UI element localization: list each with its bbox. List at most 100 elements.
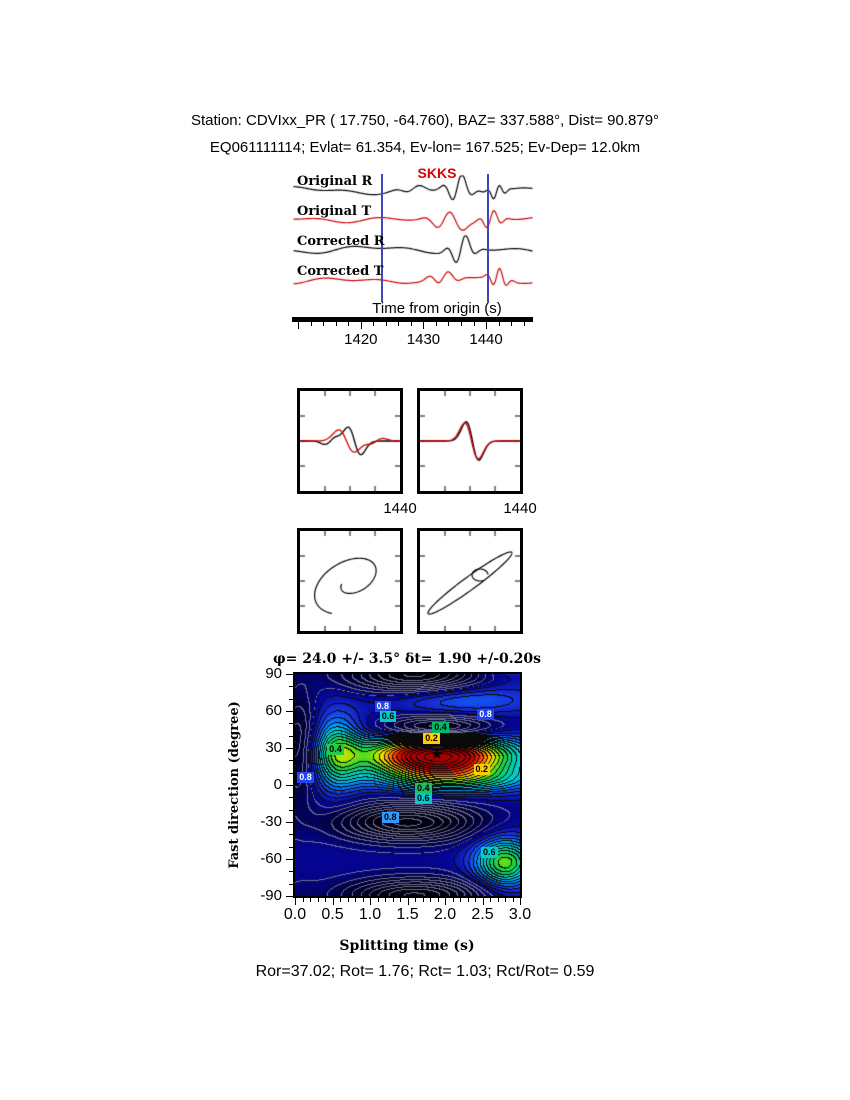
fast-direction-minor-tick (289, 772, 293, 774)
trace-label-corrected-t: Corrected T (297, 264, 384, 279)
splitting-time-major-tick (445, 898, 446, 905)
splitting-time-minor-tick (347, 898, 349, 902)
contour-label: 0.6 (415, 792, 432, 804)
splitting-time-minor-tick (400, 898, 401, 902)
splitting-time-minor-tick (385, 898, 386, 902)
station-header: Station: CDVIxx_PR ( 17.750, -64.760), B… (190, 112, 660, 129)
trace-label-original-r: Original R (297, 174, 373, 189)
splitting-time-tick-label: 2.5 (471, 906, 494, 923)
contour-label: 0.8 (477, 708, 494, 720)
fast-direction-minor-tick (289, 723, 293, 725)
time-axis-minor-tick (348, 322, 350, 326)
fast-slow-waveform-box-left (297, 388, 403, 494)
result-line: Ror=37.02; Rot= 1.76; Rct= 1.03; Rct/Rot… (255, 963, 595, 980)
time-axis-bar (292, 317, 533, 322)
particle-motion-box-right (417, 528, 523, 634)
time-axis-minor-tick (310, 322, 312, 326)
trace-label-corrected-r: Corrected R (297, 234, 385, 249)
contour-frame (293, 672, 522, 898)
time-axis-minor-tick (511, 322, 513, 326)
fast-direction-minor-tick (289, 686, 293, 688)
contour-label: 0.4 (432, 722, 449, 734)
splitting-time-minor-tick (325, 898, 326, 902)
particle-motion-box-left (297, 528, 403, 634)
splitting-time-major-tick (370, 898, 371, 905)
splitting-time-major-tick (295, 898, 296, 905)
fast-direction-major-tick (286, 822, 293, 823)
splitting-time-minor-tick (422, 898, 424, 902)
contour-label: 0.8 (382, 812, 399, 824)
fast-direction-major-tick (286, 896, 293, 897)
fast-direction-tick-label: 90 (265, 665, 282, 682)
phase-window-line (487, 174, 490, 302)
fast-slow-waveform-box-right (417, 388, 523, 494)
time-axis-minor-tick (335, 322, 337, 326)
time-axis-title: Time from origin (s) (372, 300, 502, 317)
splitting-time-tick-label: 3.0 (508, 906, 532, 923)
fast-direction-minor-tick (289, 797, 293, 799)
splitting-time-major-tick (332, 898, 334, 905)
fast-direction-major-tick (286, 859, 293, 860)
time-axis-major-tick (360, 322, 362, 329)
fast-direction-major-tick (286, 785, 293, 786)
time-axis-minor-tick (323, 322, 325, 326)
time-axis-minor-tick (385, 322, 387, 326)
contour-label: 0.4 (327, 744, 344, 756)
fast-direction-major-tick (286, 748, 293, 749)
splitting-time-minor-tick (392, 898, 394, 902)
splitting-time-major-tick (407, 898, 409, 905)
contour-label: 0.4 (415, 782, 432, 794)
splitting-time-minor-tick (340, 898, 341, 902)
splitting-time-major-tick (482, 898, 484, 905)
splitting-time-minor-tick (415, 898, 416, 902)
splitting-time-minor-tick (475, 898, 476, 902)
splitting-time-minor-tick (310, 898, 311, 902)
splitting-time-minor-tick (497, 898, 499, 902)
trace-label-original-t: Original T (297, 204, 372, 219)
time-axis-minor-tick (398, 322, 400, 326)
time-axis-minor-tick (523, 322, 525, 326)
splitting-time-tick-label: 1.5 (396, 906, 419, 923)
fast-direction-tick-label: -90 (260, 887, 282, 904)
splitting-time-minor-tick (490, 898, 491, 902)
splitting-time-minor-tick (452, 898, 454, 902)
splitting-time-minor-tick (355, 898, 356, 902)
fast-direction-major-tick (286, 674, 293, 675)
splitting-time-minor-tick (302, 898, 304, 902)
splitting-time-minor-tick (505, 898, 506, 902)
contour-title: φ= 24.0 +/- 3.5° δt= 1.90 +/-0.20s (272, 651, 542, 667)
time-axis-minor-tick (373, 322, 375, 326)
contour-canvas (295, 674, 520, 896)
splitting-time-tick-label: 1.0 (358, 906, 382, 923)
contour-label: 0.8 (297, 771, 314, 783)
fast-direction-minor-tick (289, 809, 293, 811)
contour-label: 0.2 (473, 764, 491, 776)
time-axis-minor-tick (473, 322, 475, 326)
contour-label: 0.2 (423, 733, 440, 745)
time-axis-major-tick (298, 322, 300, 329)
time-axis-minor-tick (448, 322, 450, 326)
splitting-time-minor-tick (430, 898, 431, 902)
phase-window-line (380, 174, 383, 302)
contour-label: 0.8 (374, 701, 392, 713)
fast-direction-tick-label: -30 (260, 813, 282, 830)
time-axis-minor-tick (461, 322, 462, 326)
splitting-time-axis-label: Splitting time (s) (339, 938, 475, 954)
right-box-tick-label: 1440 (503, 500, 537, 517)
splitting-time-minor-tick (377, 898, 379, 902)
splitting-time-major-tick (520, 898, 521, 905)
fast-direction-major-tick (286, 711, 293, 712)
contour-label: 0.6 (481, 846, 498, 858)
fast-direction-minor-tick (289, 846, 293, 848)
fast-direction-tick-label: 30 (265, 739, 282, 756)
time-axis-minor-tick (435, 322, 437, 326)
fast-direction-minor-tick (289, 883, 293, 885)
splitting-time-minor-tick (512, 898, 514, 902)
splitting-time-tick-label: 2.0 (433, 906, 457, 923)
seismogram-canvas (293, 170, 533, 305)
splitting-time-minor-tick (317, 898, 319, 902)
time-axis-tick-label: 1440 (469, 331, 503, 348)
splitting-time-tick-label: 0.0 (283, 906, 307, 923)
fast-direction-minor-tick (289, 698, 293, 700)
